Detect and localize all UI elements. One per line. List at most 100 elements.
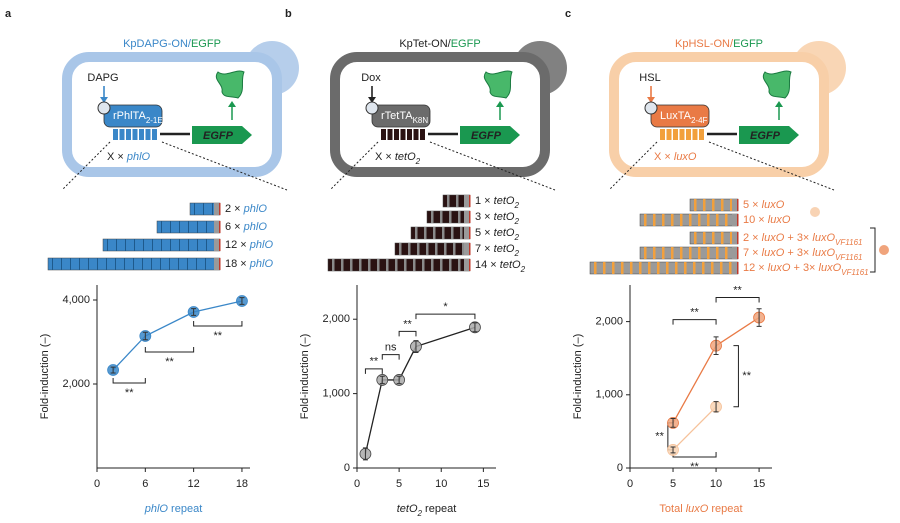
significance-bracket — [715, 297, 760, 303]
repeat-unit — [142, 258, 143, 270]
text-part: 7 × — [475, 243, 494, 255]
repeat-unit — [456, 195, 459, 207]
repeat-unit — [630, 262, 633, 274]
cell-title: KpTet-ON/EGFP — [399, 38, 480, 50]
operator-unit — [113, 129, 118, 140]
construct-cap — [469, 195, 471, 207]
repeat-unit — [350, 259, 353, 271]
text-part: phlO — [243, 221, 268, 233]
text-part: EGFP — [191, 38, 221, 50]
construct-cap — [219, 239, 221, 251]
operator-label: X × tetO2 — [375, 151, 421, 166]
text-part: tetO — [494, 195, 515, 207]
text-part: 2 × — [743, 232, 762, 244]
construct-label: 12 × phlO — [225, 239, 273, 251]
repeat-unit — [703, 232, 706, 244]
activator-label: rTetTAK8N — [381, 110, 428, 125]
y-tick-label: 2,000 — [62, 378, 90, 390]
reporter: EGFP — [750, 130, 781, 142]
repeat-unit — [70, 258, 71, 270]
construct — [327, 258, 471, 272]
operator-unit — [400, 129, 406, 140]
construct-label: 6 × phlO — [225, 221, 267, 233]
error-bar — [142, 331, 148, 341]
text-part: EGFP — [733, 38, 763, 50]
repeat-unit — [711, 262, 714, 274]
operator-unit — [413, 129, 419, 140]
construct-label: 7 × luxO + 3× luxOVF1161 — [743, 247, 862, 262]
repeat-unit — [106, 258, 107, 270]
significance-label: ** — [733, 284, 742, 296]
significance-label: ns — [385, 342, 397, 354]
text-part: K8N — [413, 116, 429, 125]
text-part: repeat — [422, 503, 456, 515]
repeat-unit — [698, 247, 701, 259]
text-part: X × — [654, 151, 674, 163]
repeat-unit — [707, 214, 710, 226]
construct-end — [214, 258, 220, 270]
y-tick-label: 1,000 — [595, 389, 623, 401]
repeat-unit — [644, 214, 647, 226]
series-line — [112, 300, 243, 371]
x-tick-label: 0 — [94, 478, 100, 490]
text-part: 14 × — [475, 259, 500, 271]
construct-label: 10 × luxO — [743, 214, 791, 226]
activator — [103, 104, 163, 128]
inducer: Dox — [361, 72, 381, 84]
construct-cap — [219, 203, 221, 215]
repeat-unit — [648, 262, 651, 274]
repeat-unit — [179, 239, 180, 251]
repeat-unit — [433, 227, 436, 239]
text-part: tetO — [500, 259, 521, 271]
construct-cap — [737, 232, 739, 244]
text-part: phlO — [243, 203, 268, 215]
x-tick-label: 0 — [627, 478, 633, 490]
construct-end — [732, 247, 738, 259]
repeat-unit — [395, 259, 398, 271]
protein — [215, 70, 245, 99]
y-tick-label: 2,000 — [322, 313, 350, 325]
repeat-unit — [460, 227, 463, 239]
repeat-unit — [449, 259, 452, 271]
repeat-unit — [212, 203, 213, 215]
arrow-head — [368, 97, 376, 103]
repeat-unit — [725, 247, 728, 259]
repeat-unit — [124, 258, 125, 270]
construct-label: 3 × tetO2 — [475, 211, 519, 226]
operator-unit — [145, 129, 151, 140]
series-line — [672, 406, 717, 451]
repeat-unit — [451, 227, 454, 239]
text-part: + 3× — [784, 247, 812, 259]
repeat-unit — [689, 247, 692, 259]
error-bar — [362, 447, 368, 461]
text-part: 18 × — [225, 258, 250, 270]
activator — [650, 104, 710, 128]
construct-cap — [219, 258, 221, 270]
series-key — [879, 245, 889, 255]
cell-title: KpHSL-ON/EGFP — [675, 38, 763, 50]
x-tick-label: 5 — [670, 478, 676, 490]
repeat-unit — [79, 258, 80, 270]
repeat-unit — [61, 258, 62, 270]
inducer: HSL — [639, 72, 660, 84]
repeat-unit — [721, 232, 724, 244]
repeat-unit — [194, 203, 195, 215]
activator — [371, 104, 431, 128]
text-part: 3 × — [475, 211, 494, 223]
repeat-unit — [203, 203, 204, 215]
error-bar — [413, 340, 419, 353]
repeat-unit — [440, 211, 443, 223]
repeat-unit — [458, 211, 461, 223]
repeat-unit — [377, 259, 380, 271]
text-part: KpTet-ON/ — [399, 38, 451, 50]
inducer-bound — [97, 101, 111, 115]
text-part: luxO — [762, 199, 785, 211]
row-brace — [870, 227, 876, 273]
text-part: tetO — [395, 151, 416, 163]
significance-label: ** — [125, 387, 134, 399]
construct-label: 12 × luxO + 3× luxOVF1161 — [743, 262, 869, 277]
repeat-unit — [413, 259, 416, 271]
text-part: KpHSL-ON/ — [675, 38, 734, 50]
repeat-unit — [169, 258, 170, 270]
repeat-unit — [386, 259, 389, 271]
